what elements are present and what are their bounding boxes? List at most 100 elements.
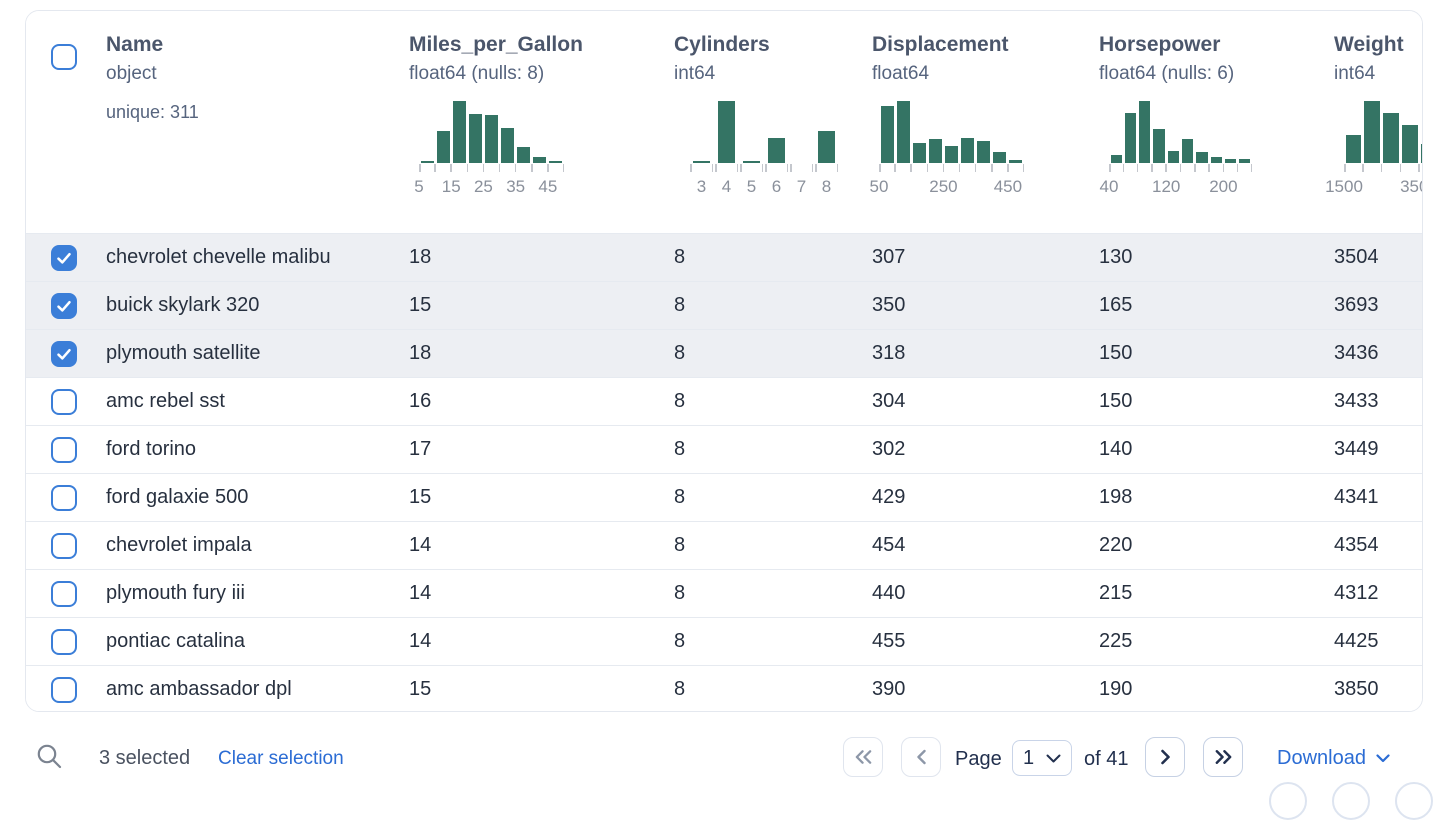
histogram-bar bbox=[928, 139, 942, 163]
axis-tick bbox=[1399, 164, 1401, 172]
table-row: ford galaxie 500 15 8 429 198 4341 bbox=[26, 473, 1422, 521]
row-checkbox[interactable] bbox=[51, 532, 77, 559]
row-checkbox[interactable] bbox=[51, 580, 77, 607]
search-icon[interactable] bbox=[36, 743, 64, 771]
footer: 3 selected Clear selection Page 1 of 41 … bbox=[0, 717, 1436, 820]
histogram-bar bbox=[1239, 159, 1251, 163]
axis-tick bbox=[1122, 164, 1125, 172]
first-page-button[interactable] bbox=[843, 737, 883, 777]
cell: 215 bbox=[1099, 582, 1133, 604]
row-checkbox[interactable] bbox=[51, 676, 77, 703]
cell: ford galaxie 500 bbox=[106, 486, 249, 508]
axis-tick bbox=[1362, 164, 1364, 172]
cell: 165 bbox=[1099, 294, 1133, 316]
histogram-bar bbox=[1210, 157, 1222, 163]
previous-page-button[interactable] bbox=[901, 737, 941, 777]
cell: 4341 bbox=[1334, 486, 1379, 508]
row-checkbox[interactable] bbox=[51, 436, 77, 463]
axis-tick bbox=[1418, 164, 1420, 172]
histogram-bar bbox=[1345, 135, 1362, 163]
axis-tick-label: 40 bbox=[1099, 177, 1119, 196]
axis-tick-label: 5 bbox=[414, 177, 424, 196]
column-header-cylinders: Cylinders int64 bbox=[674, 33, 770, 85]
row-checkbox-cell bbox=[26, 580, 106, 607]
column-unique-count: unique: 311 bbox=[106, 102, 199, 122]
axis-tick-label: 200 bbox=[1209, 177, 1238, 196]
column-title: Name bbox=[106, 33, 164, 56]
table-row: amc rebel sst 16 8 304 150 3433 bbox=[26, 377, 1422, 425]
cell: 304 bbox=[872, 390, 906, 412]
row-checkbox-cell bbox=[26, 436, 106, 463]
cell: 130 bbox=[1099, 246, 1133, 268]
axis-tick-label: 5 bbox=[746, 177, 757, 196]
download-button[interactable]: Download bbox=[1277, 747, 1390, 770]
cell: 190 bbox=[1099, 678, 1133, 700]
axis-tick bbox=[1151, 164, 1153, 172]
page-total: of 41 bbox=[1084, 748, 1129, 770]
cell: 455 bbox=[872, 630, 906, 652]
page-label: Page bbox=[955, 748, 1002, 770]
axis-tick-label: 4 bbox=[721, 177, 732, 196]
axis-tick bbox=[879, 164, 881, 172]
axis-tick bbox=[765, 164, 767, 172]
cell: 220 bbox=[1099, 534, 1133, 556]
row-checkbox[interactable] bbox=[51, 292, 77, 319]
cell: 150 bbox=[1099, 342, 1133, 364]
chevron-left-icon bbox=[916, 749, 926, 765]
row-checkbox[interactable] bbox=[51, 388, 77, 415]
last-page-button[interactable] bbox=[1203, 737, 1243, 777]
cell: 18 bbox=[409, 246, 432, 268]
axis-tick bbox=[790, 164, 792, 172]
axis-tick bbox=[926, 164, 929, 172]
cell: 198 bbox=[1099, 486, 1133, 508]
select-all-checkbox[interactable] bbox=[51, 44, 77, 70]
cell: 8 bbox=[674, 342, 686, 364]
column-title: Displacement bbox=[872, 33, 1009, 56]
histogram-bar bbox=[1110, 154, 1122, 163]
axis-tick bbox=[1007, 164, 1009, 172]
hidden-action-button[interactable] bbox=[1269, 782, 1307, 820]
table-header: Name object unique: 311 Miles_per_Gallon… bbox=[26, 11, 1422, 233]
page-select[interactable]: 1 bbox=[1012, 740, 1072, 776]
selected-count: 3 selected bbox=[99, 747, 191, 769]
cell: 4312 bbox=[1334, 582, 1379, 604]
axis-tick-label: 3 bbox=[696, 177, 707, 196]
axis-tick-label: 15 bbox=[441, 177, 461, 196]
hidden-action-button[interactable] bbox=[1332, 782, 1370, 820]
cell: ford torino bbox=[106, 438, 197, 460]
next-page-button[interactable] bbox=[1145, 737, 1185, 777]
axis-tick bbox=[498, 164, 501, 172]
clear-selection-link[interactable]: Clear selection bbox=[218, 748, 344, 769]
column-dtype: float64 (nulls: 6) bbox=[1099, 63, 1235, 84]
column-dtype: int64 bbox=[1334, 63, 1376, 84]
row-checkbox[interactable] bbox=[51, 628, 77, 655]
cell: 3850 bbox=[1334, 678, 1379, 700]
histogram-bar bbox=[944, 145, 959, 163]
histogram-bar bbox=[768, 138, 785, 163]
cell: 15 bbox=[409, 486, 432, 508]
row-checkbox[interactable] bbox=[51, 244, 77, 271]
row-checkbox[interactable] bbox=[51, 340, 77, 367]
histogram-bar bbox=[1383, 113, 1399, 163]
row-checkbox[interactable] bbox=[51, 484, 77, 511]
cell: 225 bbox=[1099, 630, 1133, 652]
axis-tick bbox=[910, 164, 912, 172]
axis-tick bbox=[434, 164, 436, 172]
axis-tick bbox=[1022, 164, 1024, 172]
axis-tick bbox=[466, 164, 469, 172]
axis-tick bbox=[815, 164, 817, 172]
cell: 8 bbox=[674, 630, 686, 652]
cell: plymouth satellite bbox=[106, 342, 261, 364]
cell: 8 bbox=[674, 678, 686, 700]
cell: 390 bbox=[872, 678, 906, 700]
data-table-widget: Name object unique: 311 Miles_per_Gallon… bbox=[0, 10, 1436, 820]
double-chevron-right-icon bbox=[1215, 750, 1231, 764]
cell: 14 bbox=[409, 582, 432, 604]
hidden-action-button[interactable] bbox=[1395, 782, 1433, 820]
table-row: chevrolet chevelle malibu 18 8 307 130 3504 bbox=[26, 233, 1422, 281]
column-header-horsepower: Horsepower float64 (nulls: 6) bbox=[1099, 33, 1234, 85]
cell: 3693 bbox=[1334, 294, 1379, 316]
column-header-weight: Weight int64 bbox=[1334, 33, 1404, 85]
cell: 8 bbox=[674, 246, 686, 268]
